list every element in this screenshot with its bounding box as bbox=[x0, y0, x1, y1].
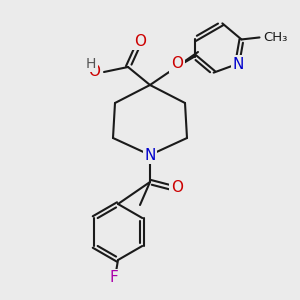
Text: O: O bbox=[134, 34, 146, 49]
Text: F: F bbox=[110, 271, 118, 286]
Text: CH₃: CH₃ bbox=[263, 31, 288, 44]
Text: N: N bbox=[232, 57, 244, 72]
Text: N: N bbox=[144, 148, 156, 163]
Text: O: O bbox=[88, 64, 100, 80]
Text: O: O bbox=[171, 56, 183, 71]
Text: H: H bbox=[86, 57, 96, 71]
Text: O: O bbox=[171, 179, 183, 194]
